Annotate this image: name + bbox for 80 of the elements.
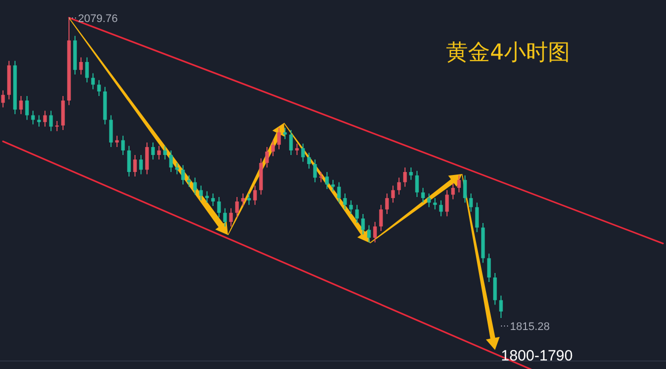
candlestick [361,213,365,235]
candlestick [433,198,437,210]
candlestick [379,204,383,232]
candlestick [223,208,227,227]
candlestick [133,154,137,178]
candlestick [289,130,293,156]
candlestick [439,200,443,217]
candlestick [1,90,5,108]
candlestick [25,95,29,120]
candlestick [367,224,371,243]
candlestick [127,145,131,178]
candlestick [499,295,503,318]
candlestick [145,142,149,175]
candlestick [427,193,431,208]
candlestick [403,166,407,188]
candlestick [295,143,299,156]
candlestick [181,164,185,185]
candlestick [97,80,101,96]
candlestick [37,114,41,128]
candlestick [19,95,23,115]
text: 黄金4小时图 [446,40,570,66]
candlestick [217,196,221,218]
candlestick [115,135,119,148]
candlestick [31,110,35,125]
candlestick [235,196,239,218]
candlestick [85,56,89,83]
candlestick [493,272,497,306]
candlestick [175,162,179,175]
text: 1815.28 [510,320,550,333]
candlestick [319,171,323,183]
candlestick [469,193,473,212]
text: 1800-1790 [501,347,573,364]
candlestick [415,170,419,198]
candlestick [241,193,245,207]
candlestick [301,143,305,162]
candlestick [349,200,353,214]
candlestick [445,190,449,217]
candlestick [277,127,281,150]
candlestick [79,56,83,75]
candlestick [421,187,425,204]
candlestick [55,120,59,132]
candlestick [151,142,155,160]
candlestick [325,171,329,190]
candlestick [397,177,401,196]
candlestick [409,166,413,180]
candlestick [487,253,491,283]
candlestick [373,221,377,243]
annotation: 2079.76 [78,12,118,25]
candlestick [199,185,203,201]
candlestick [463,174,467,204]
candlestick [157,145,161,160]
candlestick [475,202,479,233]
candlestick [355,204,359,224]
candlestick [265,146,269,168]
candlestick [205,190,209,204]
candlestick [91,72,95,90]
candlestick [307,152,311,170]
candlestick [187,174,191,188]
candlestick [193,177,197,196]
candlestick [43,110,47,128]
candlestick [121,135,125,156]
candlestick [211,193,215,207]
candlestick [169,150,173,172]
candlestick [109,114,113,148]
candlestick [271,140,275,157]
candlestick [163,145,167,160]
candlestick [313,159,317,183]
candlestick [49,110,53,132]
candlestick [247,193,251,206]
candlestick [391,185,395,204]
candlestick [457,174,461,193]
candlestick [229,208,233,227]
candlestick [253,185,257,206]
candlestick [283,127,287,140]
candlestick [337,182,341,204]
candlestick [331,179,335,192]
candlestick [451,182,455,200]
candlestick [343,193,347,210]
candlestick [139,154,143,175]
candlestick [385,193,389,214]
